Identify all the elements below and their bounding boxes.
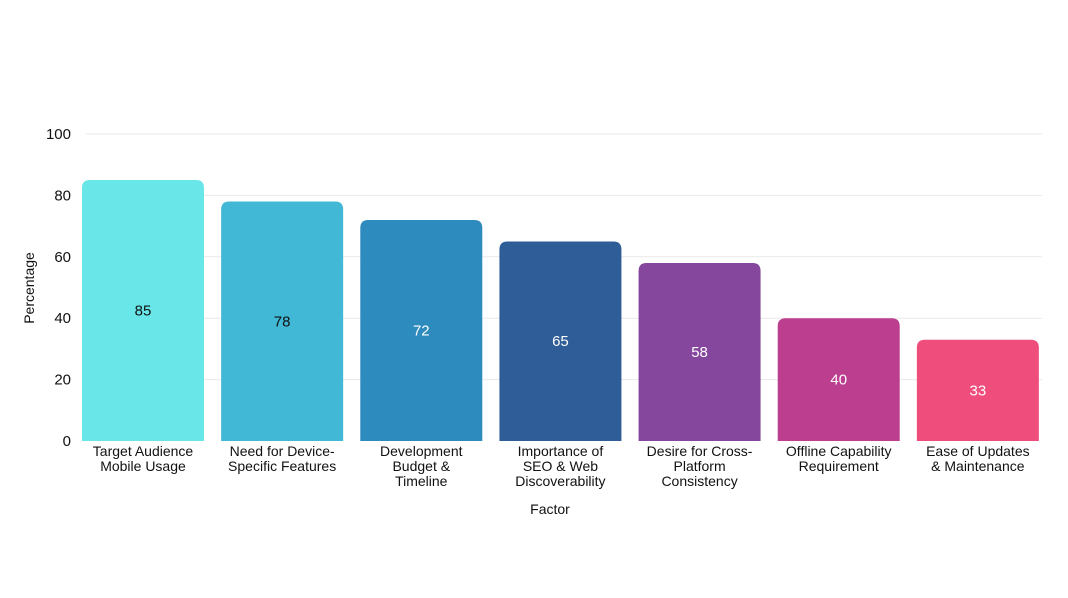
x-tick-label: Target Audience Mobile Usage <box>93 443 194 474</box>
x-tick-label-line: Mobile Usage <box>100 458 186 474</box>
bar <box>82 180 204 442</box>
bar-value-label: 78 <box>274 313 291 330</box>
x-axis-title: Factor <box>530 501 570 517</box>
x-tick-label: Offline Capability Requirement <box>786 443 892 474</box>
y-axis-title: Percentage <box>21 252 37 324</box>
bar <box>777 318 900 441</box>
x-tick-label-line: Timeline <box>395 473 448 489</box>
x-tick-label: Desire for Cross-Platform Consistency <box>647 443 753 489</box>
bar-value-label: 58 <box>691 344 708 361</box>
y-tick-label: 100 <box>46 126 71 143</box>
bar-value-label: 85 <box>135 303 152 320</box>
x-tick-label-line: Offline Capability <box>786 443 892 459</box>
y-tick-label: 60 <box>54 249 71 266</box>
x-tick-label: Need for Device-Specific Features <box>228 443 336 474</box>
bar <box>360 219 483 441</box>
y-tick-label: 0 <box>63 433 71 450</box>
bar-value-label: 65 <box>552 333 569 350</box>
x-tick-label-line: Ease of Updates <box>926 443 1030 459</box>
x-tick-label-line: Platform <box>674 458 726 474</box>
y-axis-ticks: 0 20 40 60 80 100 <box>46 126 71 450</box>
bars: 85 78 72 65 58 40 33 <box>82 180 1039 442</box>
x-tick-label-line: Budget & <box>392 458 450 474</box>
x-tick-label-line: Importance of <box>518 443 604 459</box>
x-tick-label-line: Target Audience <box>93 443 194 459</box>
bar-value-label: 40 <box>830 372 847 389</box>
y-tick-label: 80 <box>54 187 71 204</box>
bar-value-label: 72 <box>413 322 430 339</box>
x-tick-label-line: & Maintenance <box>931 458 1025 474</box>
bar <box>638 262 761 441</box>
x-tick-label-line: Need for Device- <box>230 443 335 459</box>
x-tick-label-line: Discoverability <box>515 473 605 489</box>
bar <box>499 241 622 441</box>
y-tick-label: 20 <box>54 372 71 389</box>
x-tick-label: Importance of SEO & Web Discoverability <box>515 443 605 489</box>
bar <box>916 339 1039 441</box>
x-tick-label-line: Specific Features <box>228 458 336 474</box>
x-tick-label-line: SEO & Web <box>523 458 598 474</box>
x-tick-label-line: Consistency <box>661 473 737 489</box>
x-tick-label: Development Budget & Timeline <box>380 443 463 489</box>
x-tick-label-line: Desire for Cross- <box>647 443 753 459</box>
x-tick-label-line: Requirement <box>799 458 879 474</box>
y-tick-label: 40 <box>54 310 71 327</box>
x-tick-label: Ease of Updates & Maintenance <box>926 443 1030 474</box>
bar <box>221 201 344 441</box>
x-tick-label-line: Development <box>380 443 463 459</box>
x-axis-ticks: Target Audience Mobile Usage Need for Devi… <box>93 443 1030 489</box>
bar-value-label: 33 <box>970 382 987 399</box>
